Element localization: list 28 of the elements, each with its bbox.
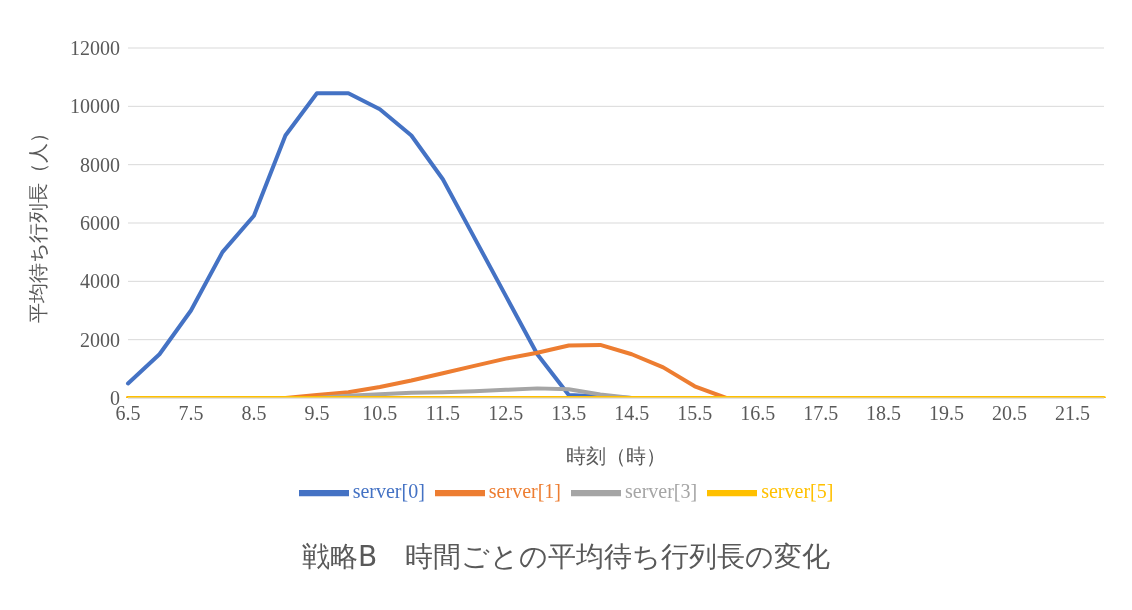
y-tick-label: 8000: [80, 153, 120, 176]
x-tick-label: 15.5: [677, 402, 713, 425]
text: 戦略B 時間ごとの平均待ち行列長の変化: [300, 539, 832, 575]
y-tick-label: 10000: [70, 95, 120, 118]
y-tick-label: 2000: [80, 328, 120, 351]
x-tick-label: 12.5: [488, 402, 524, 425]
y-tick-label: 4000: [80, 270, 120, 293]
x-tick-label: 19.5: [929, 402, 965, 425]
y-tick-label: 6000: [80, 212, 120, 235]
x-tick-label: 10.5: [362, 402, 398, 425]
legend-label: server[5]: [761, 479, 834, 502]
y-axis-title: 平均待ち行列長（人）: [27, 123, 50, 323]
x-tick-label: 17.5: [803, 402, 839, 425]
x-tick-label: 14.5: [614, 402, 650, 425]
x-tick-label: 11.5: [425, 402, 460, 425]
x-tick-label: 16.5: [740, 402, 776, 425]
x-tick-label: 20.5: [992, 402, 1028, 425]
legend-label: server[0]: [352, 479, 425, 502]
x-tick-label: 13.5: [551, 402, 587, 425]
y-tick-label: 12000: [70, 37, 120, 60]
x-tick-label: 9.5: [304, 402, 330, 425]
legend-label: server[3]: [625, 479, 698, 502]
x-tick-label: 21.5: [1055, 402, 1091, 425]
x-tick-label: 18.5: [866, 402, 902, 425]
x-axis-title: 時刻（時）: [566, 445, 666, 467]
legend-label: server[1]: [488, 479, 561, 502]
x-tick-label: 8.5: [241, 402, 267, 425]
x-tick-label: 7.5: [178, 402, 204, 425]
